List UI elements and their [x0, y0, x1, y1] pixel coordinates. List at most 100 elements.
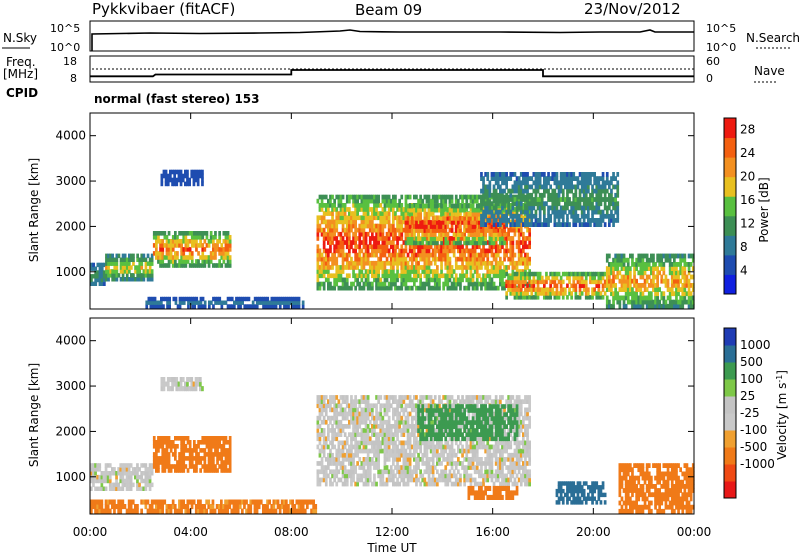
echo-cell — [608, 197, 611, 202]
echo-cell — [324, 457, 328, 462]
echo-cell — [175, 381, 179, 387]
echo-cell — [419, 216, 422, 221]
echo-cell — [566, 184, 569, 190]
freq-label-2: [MHz] — [3, 67, 38, 81]
echo-cell — [488, 240, 492, 246]
echo-cell — [230, 304, 234, 309]
echo-cell — [331, 415, 334, 421]
echo-cell — [578, 295, 582, 300]
echo-cell — [270, 300, 274, 305]
echo-cell — [417, 252, 420, 258]
echo-cell — [572, 213, 576, 219]
echo-cell — [561, 271, 565, 277]
echo-cell — [184, 456, 188, 461]
echo-cell — [98, 274, 102, 279]
echo-cell — [182, 448, 186, 453]
echo-cell — [178, 239, 181, 244]
echo-cell — [297, 300, 301, 305]
echo-cell — [111, 269, 114, 274]
echo-cell — [545, 201, 548, 207]
echo-cell — [377, 285, 380, 291]
echo-cell — [526, 176, 529, 181]
echo-cell — [373, 215, 376, 221]
echo-cell — [381, 240, 385, 245]
echo-cell — [333, 473, 336, 479]
echo-cell — [509, 240, 513, 245]
echo-cell — [322, 244, 326, 250]
echo-cell — [608, 303, 611, 309]
echo-cell — [685, 274, 689, 280]
echo-cell — [339, 203, 343, 208]
echo-cell — [480, 285, 483, 291]
echo-cell — [503, 265, 506, 270]
echo-cell — [616, 180, 620, 186]
echo-cell — [106, 471, 110, 476]
echo-cell — [517, 198, 521, 204]
echo-cell — [624, 291, 628, 297]
echo-cell — [473, 224, 477, 229]
echo-cell — [207, 464, 211, 469]
echo-cell — [415, 269, 418, 274]
echo-cell — [125, 269, 129, 274]
echo-cell — [197, 235, 200, 240]
echo-cell — [507, 236, 510, 241]
echo-cell — [364, 207, 368, 212]
echo-cell — [209, 436, 213, 441]
echo-cell — [444, 277, 448, 283]
echo-cell — [115, 261, 119, 266]
echo-cell — [536, 275, 540, 281]
echo-cell — [524, 279, 527, 285]
echo-cell — [538, 271, 542, 277]
echo-cell — [599, 192, 603, 198]
echo-cell — [194, 381, 198, 387]
echo-cell — [329, 461, 332, 466]
echo-cell — [339, 273, 343, 279]
echo-cell — [108, 486, 112, 491]
echo-cell — [392, 252, 395, 258]
echo-cell — [396, 219, 399, 225]
echo-cell — [438, 273, 441, 279]
echo-cell — [144, 474, 148, 480]
echo-cell — [631, 291, 634, 297]
echo-cell — [505, 218, 508, 223]
echo-cell — [197, 444, 200, 449]
echo-cell — [589, 275, 592, 281]
echo-cell — [115, 257, 119, 262]
echo-cell — [144, 269, 148, 274]
echo-cell — [553, 291, 557, 296]
echo-cell — [339, 219, 343, 225]
echo-cell — [595, 201, 599, 207]
echo-cell — [179, 181, 183, 187]
echo-cell — [364, 248, 368, 254]
echo-cell — [406, 273, 410, 279]
echo-cell — [224, 300, 228, 305]
echo-cell — [526, 209, 529, 215]
echo-cell — [515, 209, 519, 215]
echo-cell — [670, 299, 674, 305]
echo-cell — [175, 386, 179, 392]
echo-cell — [320, 399, 324, 404]
echo-cell — [104, 504, 108, 510]
echo-cell — [272, 296, 276, 302]
echo-cell — [220, 448, 224, 453]
echo-cell — [545, 287, 548, 292]
echo-cell — [496, 285, 500, 291]
echo-cell — [530, 209, 534, 215]
echo-cell — [496, 197, 500, 202]
echo-cell — [186, 173, 189, 179]
echo-cell — [171, 504, 175, 510]
echo-cell — [580, 172, 584, 177]
echo-cell — [312, 504, 315, 510]
echo-cell — [503, 273, 506, 279]
echo-cell — [358, 281, 362, 287]
echo-cell — [433, 260, 437, 266]
echo-cell — [442, 273, 445, 279]
echo-cell — [528, 240, 531, 245]
echo-cell — [519, 231, 523, 237]
echo-cell — [488, 209, 492, 215]
echo-cell — [392, 203, 395, 208]
echo-cell — [660, 291, 664, 297]
echo-cell — [419, 265, 422, 270]
echo-cell — [138, 486, 141, 491]
